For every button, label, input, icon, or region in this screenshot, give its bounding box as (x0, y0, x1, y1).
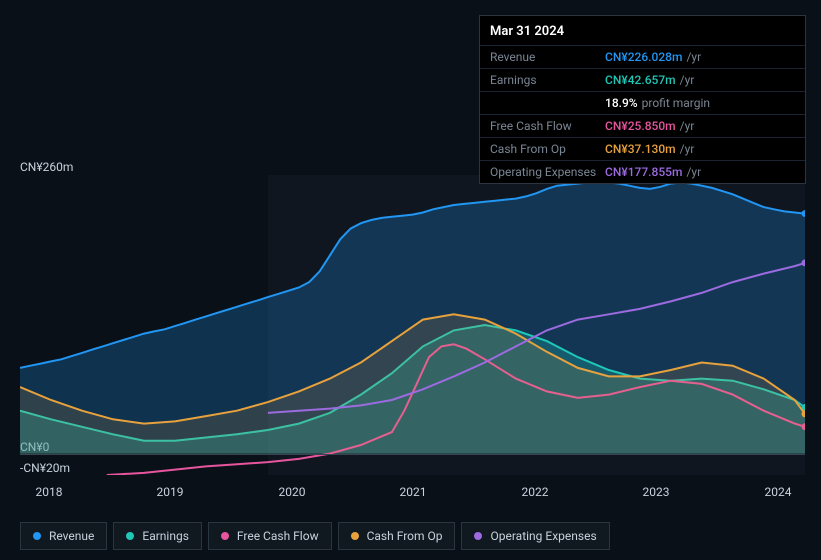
x-axis-tick: 2018 (36, 485, 63, 499)
tooltip-row-label: Earnings (490, 73, 605, 87)
x-axis-tick: 2019 (157, 485, 184, 499)
legend-label: Operating Expenses (490, 529, 596, 543)
legend-item-opex[interactable]: Operating Expenses (461, 522, 609, 550)
x-axis-tick: 2020 (279, 485, 306, 499)
legend-item-cfo[interactable]: Cash From Op (338, 522, 456, 550)
line-area-chart (20, 175, 805, 475)
tooltip-row-label: Free Cash Flow (490, 119, 605, 133)
legend-label: Cash From Op (367, 529, 443, 543)
legend-item-fcf[interactable]: Free Cash Flow (208, 522, 332, 550)
tooltip-row-label: Revenue (490, 50, 605, 64)
tooltip-row-value: CN¥226.028m (605, 50, 682, 64)
legend-item-revenue[interactable]: Revenue (20, 522, 107, 550)
tooltip-row: RevenueCN¥226.028m/yr (480, 45, 805, 68)
tooltip-row-suffix: profit margin (642, 96, 710, 110)
tooltip-row-value: CN¥37.130m (605, 142, 676, 156)
legend: Revenue Earnings Free Cash Flow Cash From O… (20, 522, 610, 550)
x-axis-tick: 2022 (522, 485, 549, 499)
zero-baseline (20, 454, 805, 455)
tooltip-row-label: Operating Expenses (490, 165, 605, 179)
legend-dot-icon (351, 532, 359, 540)
tooltip-row-suffix: /yr (686, 50, 701, 64)
x-axis-tick: 2021 (400, 485, 427, 499)
legend-label: Revenue (49, 529, 94, 543)
x-axis: 2018 2019 2020 2021 2022 2023 2024 (20, 485, 805, 501)
tooltip-row-suffix: /yr (680, 119, 695, 133)
tooltip-row-value: CN¥42.657m (605, 73, 676, 87)
legend-dot-icon (33, 532, 41, 540)
tooltip-row: 18.9% profit margin (480, 91, 805, 114)
legend-dot-icon (474, 532, 482, 540)
tooltip-panel: Mar 31 2024 RevenueCN¥226.028m/yrEarning… (479, 15, 806, 184)
tooltip-date: Mar 31 2024 (480, 16, 805, 45)
tooltip-row: Cash From OpCN¥37.130m/yr (480, 137, 805, 160)
tooltip-row-value: CN¥177.855m (605, 165, 682, 179)
tooltip-row: Operating ExpensesCN¥177.855m/yr (480, 160, 805, 183)
tooltip-row-suffix: /yr (680, 142, 695, 156)
tooltip-row: Free Cash FlowCN¥25.850m/yr (480, 114, 805, 137)
chart-area[interactable] (20, 175, 805, 475)
tooltip-row: EarningsCN¥42.657m/yr (480, 68, 805, 91)
tooltip-row-suffix: /yr (686, 165, 701, 179)
tooltip-row-value: CN¥25.850m (605, 119, 676, 133)
tooltip-row-suffix: /yr (680, 73, 695, 87)
legend-item-earnings[interactable]: Earnings (113, 522, 202, 550)
legend-label: Free Cash Flow (237, 529, 319, 543)
tooltip-row-value: 18.9% (605, 96, 638, 110)
y-axis-label: CN¥260m (20, 160, 73, 174)
legend-dot-icon (221, 532, 229, 540)
legend-label: Earnings (142, 529, 189, 543)
legend-dot-icon (126, 532, 134, 540)
x-axis-tick: 2024 (765, 485, 792, 499)
tooltip-row-label: Cash From Op (490, 142, 605, 156)
x-axis-tick: 2023 (643, 485, 670, 499)
tooltip-row-label (490, 96, 605, 110)
